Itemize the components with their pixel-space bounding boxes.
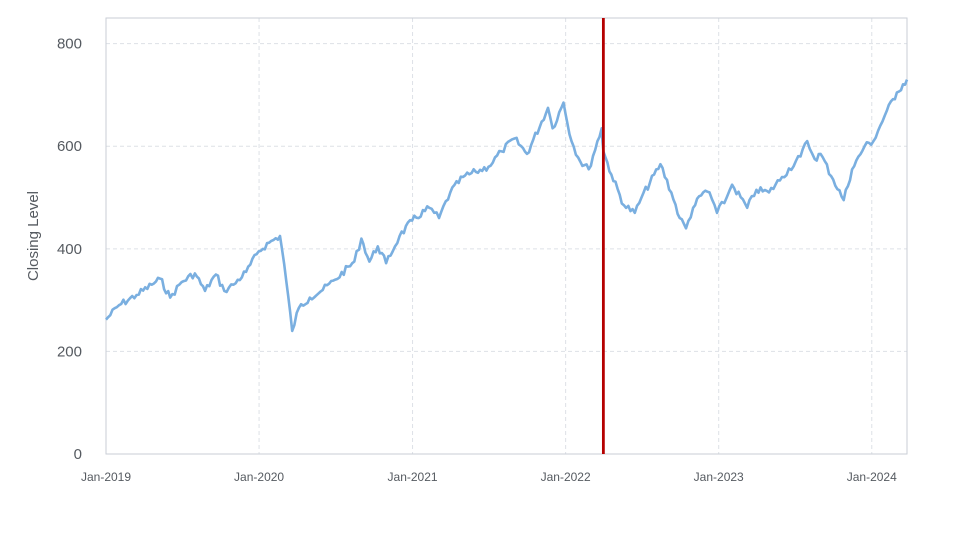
- x-tick-label: Jan-2020: [234, 470, 284, 484]
- grid: [105, 18, 907, 455]
- y-tick-label: 800: [57, 36, 82, 53]
- y-axis-ticks: 0 200 400 600 800: [57, 36, 82, 463]
- x-tick-label: Jan-2019: [81, 470, 131, 484]
- series-layer: [105, 79, 909, 333]
- y-tick-label: 0: [74, 446, 82, 463]
- x-axis-ticks: Jan-2019 Jan-2020 Jan-2021 Jan-2022 Jan-2023…: [81, 470, 897, 484]
- y-tick-label: 400: [57, 241, 82, 258]
- x-tick-label: Jan-2024: [847, 470, 897, 484]
- x-tick-label: Jan-2023: [694, 470, 744, 484]
- y-tick-label: 600: [57, 138, 82, 155]
- x-tick-label: Jan-2022: [541, 470, 591, 484]
- series-line: [105, 79, 909, 333]
- y-axis-title: Closing Level: [25, 191, 42, 281]
- plot-area-frame: [105, 17, 908, 455]
- x-tick-label: Jan-2021: [388, 470, 438, 484]
- y-tick-label: 200: [57, 343, 82, 360]
